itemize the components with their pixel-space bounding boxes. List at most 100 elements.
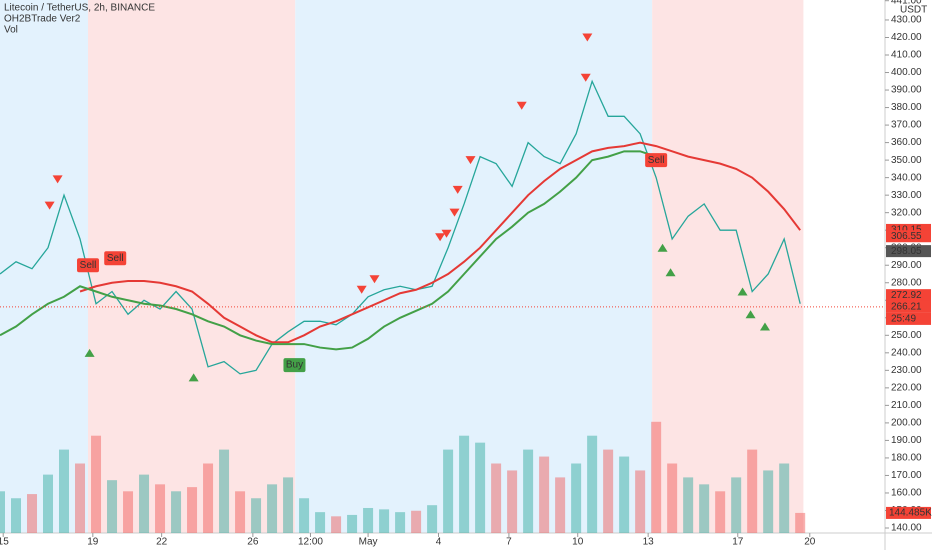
volume-bar [459, 435, 470, 533]
volume-bar [155, 484, 166, 533]
currency: USDT [900, 5, 927, 16]
chart-title: Litecoin / TetherUS, 2h, BINANCE [4, 3, 155, 14]
y-tick-label: 170.00 [891, 470, 922, 481]
volume-marker [886, 506, 931, 519]
price-marker [886, 300, 931, 313]
y-tick-label: 210.00 [891, 400, 922, 411]
volume-bar [27, 494, 38, 533]
volume-bar [491, 463, 502, 533]
series-line [79, 141, 801, 344]
y-tick-label: 280.00 [891, 277, 922, 288]
y-tick-label: 340.00 [891, 172, 922, 183]
price-marker-label: 310.15 [891, 225, 922, 236]
x-tick-label: 4 [436, 537, 442, 548]
sell-arrow [449, 208, 460, 217]
volume-bar [699, 484, 710, 533]
volume-bar [683, 477, 694, 533]
x-tick-label: 12:00 [298, 537, 323, 548]
volume-bar [555, 477, 566, 533]
series-line [0, 150, 657, 351]
volume-bar [347, 514, 358, 533]
volume-bar [443, 449, 454, 533]
y-tick-label: 220.00 [891, 382, 922, 393]
y-tick-label: 180.00 [891, 453, 922, 464]
volume-bar [235, 491, 246, 533]
volume-bar [91, 435, 102, 533]
signal-tag-label: Sell [80, 260, 97, 271]
x-tick-label: May [359, 537, 378, 548]
x-tick-label: 20 [804, 537, 816, 548]
x-tick-label: 7 [506, 537, 512, 548]
y-tick-label: 400.00 [891, 67, 922, 78]
sell-arrow [516, 101, 527, 110]
volume-bar [331, 516, 342, 533]
volume-bar [507, 470, 518, 533]
sell-arrow [441, 229, 452, 238]
volume-bar [11, 498, 22, 533]
volume-bar [651, 421, 662, 533]
volume-bar [731, 477, 742, 533]
sell-arrow [52, 175, 63, 184]
volume-bar [779, 463, 790, 533]
y-tick-label: 350.00 [891, 155, 922, 166]
y-tick-label: 441.00 [891, 0, 922, 6]
volume-bar [203, 463, 214, 533]
volume-bar [187, 487, 198, 533]
volume-bar [251, 498, 262, 533]
volume-name: Vol [4, 25, 18, 36]
volume-bar [75, 463, 86, 533]
signal-tag [283, 358, 306, 373]
signal-tag [645, 153, 668, 168]
volume-bar [571, 463, 582, 533]
signal-tag-label: Sell [107, 253, 124, 264]
price-marker [886, 289, 931, 302]
signal-tag-label: Sell [648, 155, 665, 166]
volume-bar [763, 470, 774, 533]
y-tick-label: 320.00 [891, 207, 922, 218]
volume-bar [59, 449, 70, 533]
volume-bar [171, 491, 182, 533]
volume-bar [107, 480, 118, 533]
sell-arrow [452, 185, 463, 194]
y-tick-label: 240.00 [891, 347, 922, 358]
x-tick-label: 19 [87, 537, 99, 548]
volume-bar [603, 449, 614, 533]
y-tick-label: 370.00 [891, 120, 922, 131]
price-marker [886, 230, 931, 243]
volume-bar [299, 498, 310, 533]
volume-bar [219, 449, 230, 533]
sell-arrow [435, 233, 446, 242]
volume-bar [139, 474, 150, 533]
buy-arrow [84, 348, 95, 357]
sell-arrow [369, 275, 380, 284]
buy-arrow [737, 287, 748, 296]
x-tick-label: 26 [247, 537, 259, 548]
countdown-box [886, 312, 931, 325]
y-tick-label: 250.00 [891, 330, 922, 341]
sell-arrow [580, 73, 591, 82]
volume-bar [411, 510, 422, 533]
volume-bar [587, 435, 598, 533]
y-tick-label: 160.00 [891, 488, 922, 499]
volume-bar [315, 512, 326, 533]
y-tick-label: 380.00 [891, 102, 922, 113]
volume-bar [363, 507, 374, 533]
session-band [652, 0, 804, 533]
price-marker-label: 272.92 [891, 290, 922, 301]
x-tick-label: 10 [572, 537, 584, 548]
y-tick-label: 200.00 [891, 418, 922, 429]
y-tick-label: 430.00 [891, 15, 922, 26]
volume-bar [267, 484, 278, 533]
volume-bar [283, 477, 294, 533]
buy-arrow [657, 243, 668, 252]
price-marker-label: 266.21 [891, 302, 922, 313]
backgrounds [0, 0, 804, 533]
volume-bar [667, 463, 678, 533]
price-marker-label: 298.05 [891, 246, 922, 257]
y-tick-label: 360.00 [891, 137, 922, 148]
buy-arrow [665, 268, 676, 277]
countdown: 25:49 [891, 314, 916, 325]
volume-bar [539, 456, 550, 533]
indicator-name: OH2BTrade Ver2 [4, 14, 81, 25]
volume-bar [123, 491, 134, 533]
